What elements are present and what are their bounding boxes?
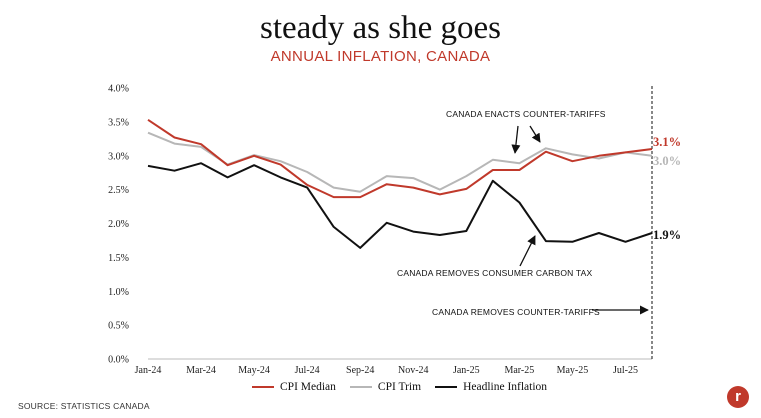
y-tick-label: 2.5% (108, 185, 129, 196)
series-line-headline-inflation (147, 162, 653, 249)
legend-item-cpi-median: CPI Median (252, 381, 336, 393)
y-tick-label: 0.0% (108, 355, 129, 366)
annotation-counter-tariffs-removed: CANADA REMOVES COUNTER-TARIFFS (432, 307, 600, 317)
y-tick-label: 3.0% (108, 151, 129, 162)
chart-title: steady as she goes (259, 10, 502, 46)
end-label-cpi-trim: 3.0% (653, 154, 681, 168)
y-tick-label: 1.5% (108, 253, 129, 264)
x-tick-label: May-24 (238, 365, 270, 376)
y-tick-label: 1.0% (108, 287, 129, 298)
end-label-headline-inflation: 1.9% (653, 228, 681, 242)
legend-label-cpi-trim: CPI Trim (377, 381, 422, 393)
legend-swatch-headline-inflation (435, 385, 458, 389)
x-tick-label: Nov-24 (398, 365, 429, 376)
annotation-counter-tariffs-enacted: CANADA ENACTS COUNTER-TARIFFS (446, 109, 606, 119)
legend-label-headline-inflation: Headline Inflation (463, 381, 548, 393)
annotation-arrow-enacted-feb (511, 125, 521, 154)
chart-legend: CPI Median CPI Trim Headline Inflation (252, 381, 547, 393)
legend-label-cpi-median: CPI Median (280, 381, 336, 393)
x-tick-label: Jul-24 (295, 365, 320, 376)
y-tick-label: 3.5% (108, 117, 129, 128)
y-tick-label: 0.5% (108, 321, 129, 332)
y-tick-label: 2.0% (108, 219, 129, 230)
brand-logo: r (727, 386, 749, 408)
legend-swatch-cpi-median (252, 385, 274, 389)
x-tick-label: Mar-25 (504, 365, 534, 376)
annotation-arrow-enacted-mar (529, 125, 541, 143)
x-tick-label: May-25 (557, 365, 589, 376)
annotation-carbon-tax-removed: CANADA REMOVES CONSUMER CARBON TAX (397, 268, 593, 278)
x-tick-label: Sep-24 (346, 365, 374, 376)
x-tick-label: Jan-24 (135, 365, 162, 376)
x-tick-label: Jan-25 (453, 365, 480, 376)
x-tick-label: Jul-25 (613, 365, 638, 376)
end-label-cpi-median: 3.1% (653, 135, 681, 149)
y-tick-label: 4.0% (108, 84, 129, 95)
legend-item-cpi-trim: CPI Trim (349, 381, 422, 393)
x-tick-label: Mar-24 (186, 365, 216, 376)
legend-swatch-cpi-trim (349, 385, 372, 389)
legend-item-headline-inflation: Headline Inflation (435, 381, 547, 393)
annotation-arrow-carbon-tax (519, 235, 536, 267)
source-note: SOURCE: STATISTICS CANADA (18, 401, 150, 411)
series-line-cpi-median (147, 118, 653, 199)
chart-subtitle: ANNUAL INFLATION, CANADA (270, 48, 491, 65)
